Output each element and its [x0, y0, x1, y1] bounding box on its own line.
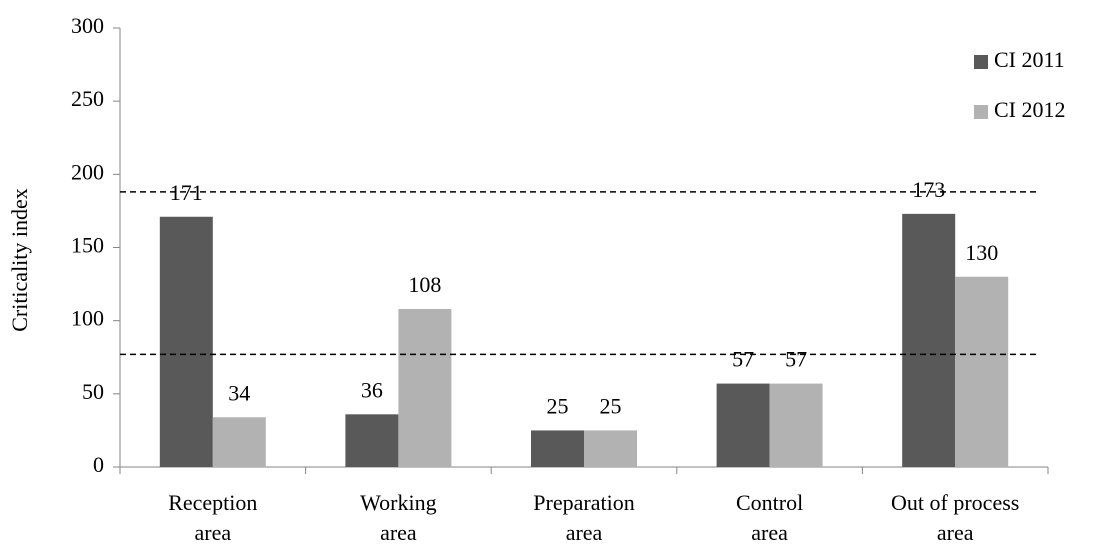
- value-label: 36: [361, 377, 383, 402]
- y-tick-label: 300: [71, 13, 104, 38]
- x-tick-label: area: [380, 520, 417, 545]
- value-label: 57: [785, 347, 807, 372]
- x-tick-label: Working: [360, 490, 436, 515]
- bar: [769, 383, 823, 467]
- value-label: 34: [228, 380, 250, 405]
- x-tick-label: Preparation: [533, 490, 634, 515]
- y-tick-label: 150: [71, 233, 104, 258]
- bar: [584, 430, 637, 467]
- bar: [212, 417, 266, 467]
- value-label: 25: [547, 393, 569, 418]
- value-label: 173: [912, 177, 945, 202]
- x-tick-label: Reception: [168, 490, 257, 515]
- legend-swatch: [974, 55, 988, 69]
- bar: [955, 276, 1009, 467]
- value-label: 108: [408, 272, 441, 297]
- bar: [902, 213, 956, 467]
- legend-label: CI 2011: [994, 47, 1065, 72]
- value-label: 130: [965, 240, 998, 265]
- x-tick-label: area: [751, 520, 788, 545]
- y-tick-label: 50: [82, 379, 104, 404]
- x-tick-label: area: [194, 520, 231, 545]
- y-tick-label: 250: [71, 86, 104, 111]
- bar: [345, 414, 399, 467]
- value-label: 25: [600, 393, 622, 418]
- y-axis-label: Criticality index: [7, 188, 32, 332]
- legend-label: CI 2012: [994, 97, 1066, 122]
- bar: [398, 308, 452, 467]
- y-tick-label: 200: [71, 159, 104, 184]
- x-tick-label: Out of process: [891, 490, 1019, 515]
- value-label: 57: [732, 347, 754, 372]
- x-tick-label: Control: [736, 490, 803, 515]
- x-tick-label: area: [566, 520, 603, 545]
- bar: [159, 216, 213, 467]
- y-tick-label: 100: [71, 306, 104, 331]
- legend-swatch: [974, 105, 988, 119]
- x-tick-label: area: [937, 520, 974, 545]
- bar: [716, 383, 770, 467]
- y-tick-label: 0: [93, 452, 104, 477]
- bar: [531, 430, 584, 467]
